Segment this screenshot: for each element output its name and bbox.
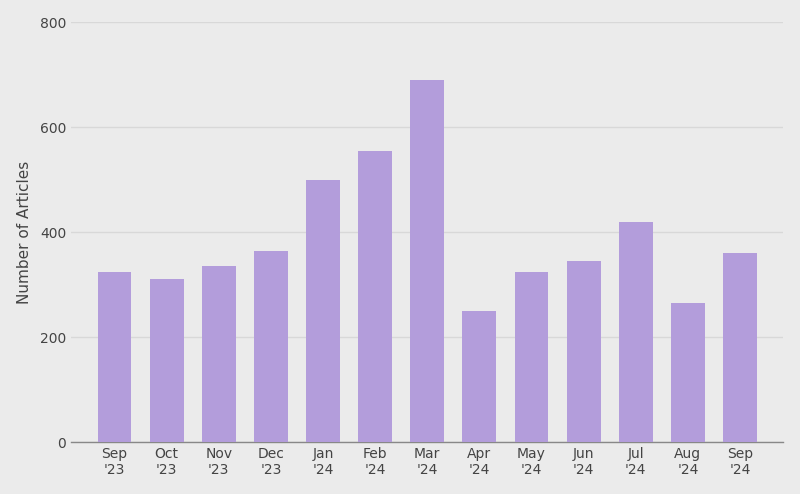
Bar — [723, 253, 757, 442]
Bar — [410, 80, 444, 442]
Bar — [358, 151, 392, 442]
Bar — [254, 250, 288, 442]
Bar — [98, 272, 131, 442]
Y-axis label: Number of Articles: Number of Articles — [17, 161, 32, 304]
Bar — [306, 180, 340, 442]
Bar — [150, 280, 184, 442]
Bar — [514, 272, 549, 442]
Bar — [671, 303, 705, 442]
Bar — [566, 261, 601, 442]
Bar — [202, 266, 236, 442]
Bar — [462, 311, 496, 442]
Bar — [619, 222, 653, 442]
